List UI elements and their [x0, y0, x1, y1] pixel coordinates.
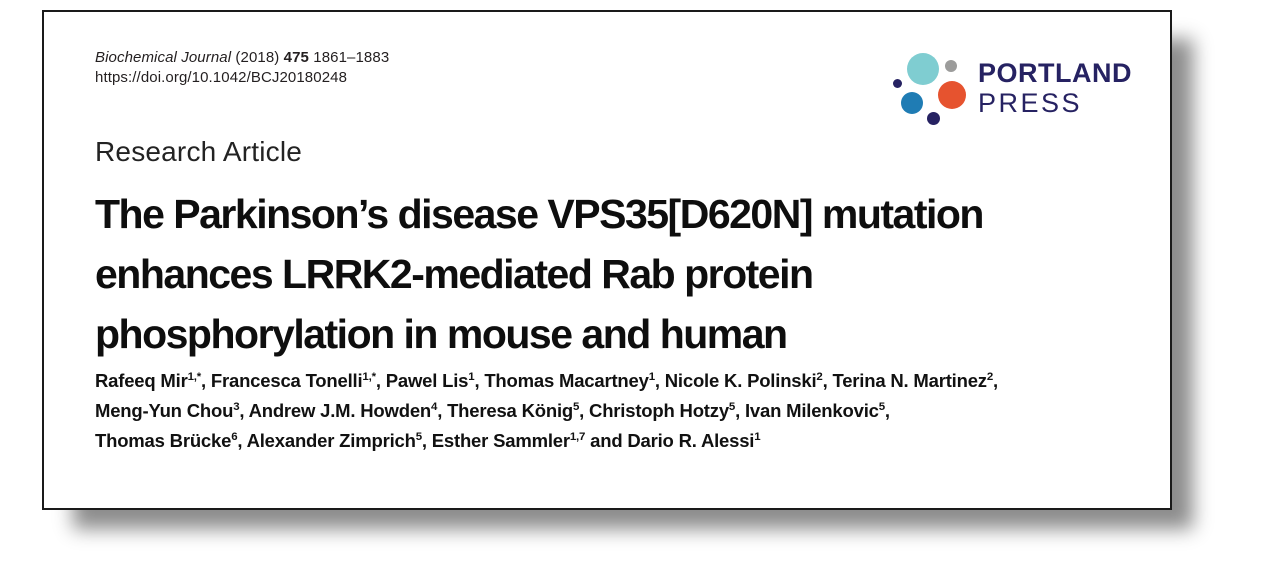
citation-line: Biochemical Journal (2018) 475 1861–1883 — [95, 48, 389, 68]
citation: Biochemical Journal (2018) 475 1861–1883… — [95, 48, 389, 88]
portland-press-logo: PORTLAND PRESS — [888, 42, 1132, 134]
article-title: The Parkinson’s disease VPS35[D620N] mut… — [95, 184, 984, 364]
logo-circle-teal — [907, 53, 939, 85]
logo-circle-gray — [945, 60, 957, 72]
portland-press-logo-icon — [888, 42, 970, 134]
author-line: Meng-Yun Chou3, Andrew J.M. Howden4, The… — [95, 400, 890, 421]
doi-text: https://doi.org/10.1042/BCJ20180248 — [95, 69, 348, 86]
logo-circle-orange — [938, 81, 966, 109]
publisher-name: PORTLAND PRESS — [978, 58, 1132, 118]
title-line-2: enhances LRRK2-mediated Rab protein — [95, 251, 814, 297]
author-line: Thomas Brücke6, Alexander Zimprich5, Est… — [95, 430, 761, 451]
article-type-label: Research Article — [95, 136, 303, 167]
citation-pages: 1861–1883 — [313, 49, 390, 66]
publisher-name-line2: PRESS — [978, 88, 1083, 118]
author-line: Rafeeq Mir1,*, Francesca Tonelli1,*, Paw… — [95, 370, 998, 391]
citation-year: (2018) — [235, 49, 280, 66]
title-line-1: The Parkinson’s disease VPS35[D620N] mut… — [95, 191, 984, 237]
citation-volume: 475 — [283, 49, 309, 66]
article-first-page: Biochemical Journal (2018) 475 1861–1883… — [42, 10, 1172, 510]
title-line-3: phosphorylation in mouse and human — [95, 311, 788, 357]
publisher-name-line1: PORTLAND — [978, 58, 1132, 88]
logo-circle-navy-small — [893, 79, 902, 88]
logo-circle-blue — [901, 92, 923, 114]
journal-name: Biochemical Journal — [95, 49, 232, 66]
author-list: Rafeeq Mir1,*, Francesca Tonelli1,*, Paw… — [95, 366, 998, 456]
logo-circle-navy-bottom — [927, 112, 940, 125]
